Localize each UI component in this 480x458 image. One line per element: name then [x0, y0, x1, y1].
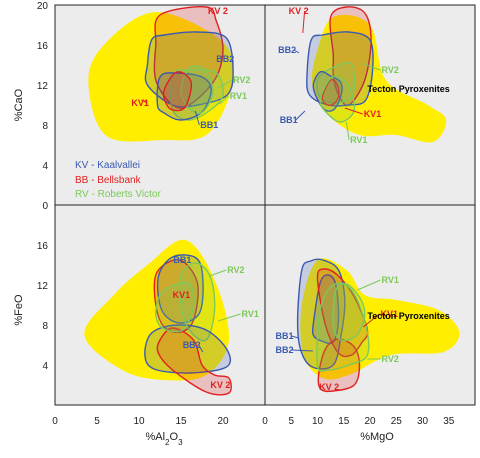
label-leader	[357, 279, 381, 291]
field-label: KV 2	[208, 6, 228, 16]
field-tecton-pyroxenites	[88, 11, 234, 142]
x-tick-label: 25	[391, 416, 403, 427]
label-leader	[219, 95, 230, 105]
y-tick-label: 4	[42, 361, 48, 372]
y-tick-label: 12	[37, 281, 49, 292]
label-leader	[345, 121, 350, 141]
field-label: BB1	[173, 255, 191, 265]
field-label: RV1	[242, 309, 259, 319]
legend: KV - Kaalvallei BB - Bellsbank RV - Robe…	[75, 160, 161, 200]
field-bb	[306, 31, 374, 107]
label-leader	[362, 313, 380, 328]
x-tick-label: 15	[338, 416, 350, 427]
field-tecton-pyroxenites	[311, 14, 447, 143]
x-tick-label: 5	[94, 416, 100, 427]
field-kv	[162, 71, 193, 112]
panel-cao-al2o3: KV 2 BB2 RV2 RV1 KV1 BB1 KV - Kaalvallei BB -…	[55, 5, 265, 205]
field-bb	[156, 72, 212, 121]
field-label: KV 2	[319, 382, 339, 392]
legend-entry: KV - Kaalvallei	[75, 160, 140, 171]
y-tick-label: 8	[42, 121, 48, 132]
label-leader	[295, 110, 306, 121]
tecton-pyroxenites-label: Tecton Pyroxenites	[367, 311, 449, 321]
x-tick-label: 0	[52, 416, 58, 427]
field-bb	[144, 324, 232, 374]
label-leader	[217, 313, 241, 322]
field-label: RV2	[233, 75, 250, 85]
label-leader	[291, 335, 299, 339]
y-tick-label: 16	[37, 241, 49, 252]
field-label: RV2	[227, 265, 244, 275]
field-rv	[155, 281, 195, 333]
field-label: BB2	[216, 54, 234, 64]
field-label: KV 2	[289, 6, 309, 16]
field-label: BB2	[183, 340, 201, 350]
x-axis-label-mgo: %MgO	[360, 431, 394, 443]
label-leader	[209, 269, 227, 277]
legend-entry: BB - Bellsbank	[75, 175, 142, 186]
x-tick-label: 35	[443, 416, 455, 427]
label-leader	[291, 349, 313, 352]
field-label: BB2	[278, 45, 296, 55]
field-kv	[321, 78, 340, 107]
y-tick-label: 4	[42, 161, 48, 172]
field-tecton-pyroxenites	[300, 258, 460, 380]
x-tick-label: 10	[312, 416, 324, 427]
field-bb	[156, 254, 204, 324]
legend-entry: RV - Roberts Victor	[75, 189, 161, 200]
tecton-pyroxenites-label: Tecton Pyroxenites	[367, 84, 449, 94]
x-tick-label: 30	[417, 416, 429, 427]
x-axis-label-al2o3: %Al2O3	[145, 431, 183, 447]
field-label: BB1	[200, 120, 218, 130]
field-rv	[169, 69, 224, 121]
field-label: KV1	[131, 98, 149, 108]
x-tick-label: 5	[289, 416, 295, 427]
field-label: RV1	[230, 91, 247, 101]
field-label: KV1	[173, 290, 191, 300]
y-tick-label: 12	[37, 81, 49, 92]
field-label: KV1	[364, 109, 382, 119]
x-tick-label: 20	[364, 416, 376, 427]
y-axis-label-feo: %FeO	[13, 294, 25, 326]
field-label: BB1	[280, 115, 298, 125]
field-label: KV 2	[210, 380, 230, 390]
x-tick-label: 15	[175, 416, 187, 427]
x-tick-label: 0	[262, 416, 268, 427]
label-leader	[360, 62, 381, 71]
field-rv	[319, 75, 356, 123]
y-tick-label: 0	[42, 201, 48, 212]
field-label: RV2	[382, 354, 399, 364]
x-tick-label: 20	[217, 416, 229, 427]
tick-labels: 0 5 10 15 20 0 5 10 15 20 25 30 35 0 4 8 12 16 20 4 8 12 16	[37, 1, 455, 427]
field-label: KV1	[381, 309, 399, 319]
field-kv	[156, 327, 232, 396]
x-tick-label: 10	[133, 416, 145, 427]
y-tick-label: 8	[42, 321, 48, 332]
label-leader	[198, 344, 204, 353]
y-axis-label-cao: %CaO	[13, 88, 25, 121]
label-leader	[194, 110, 200, 126]
label-leader	[293, 49, 300, 54]
field-label: RV2	[382, 65, 399, 75]
field-label: RV1	[350, 135, 367, 145]
y-tick-label: 16	[37, 41, 49, 52]
panel-feo-mgo: RV1 KV1 BB1 BB2 RV2 KV 2 Tecton Pyroxenites	[265, 205, 475, 405]
field-label: RV1	[382, 275, 399, 285]
y-tick-label: 20	[37, 1, 49, 12]
panel-feo-al2o3: BB1 RV2 KV1 RV1 BB2 KV 2	[55, 205, 265, 405]
label-leader	[302, 10, 306, 34]
label-leader	[344, 107, 363, 115]
field-kv	[317, 338, 361, 393]
panel-cao-mgo: KV 2 BB2 RV2 BB1 KV1 RV1 Tecton Pyroxenites	[265, 5, 475, 205]
field-label: BB1	[276, 331, 294, 341]
field-label: BB2	[276, 345, 294, 355]
label-leader	[217, 79, 233, 89]
label-leader	[141, 99, 148, 104]
